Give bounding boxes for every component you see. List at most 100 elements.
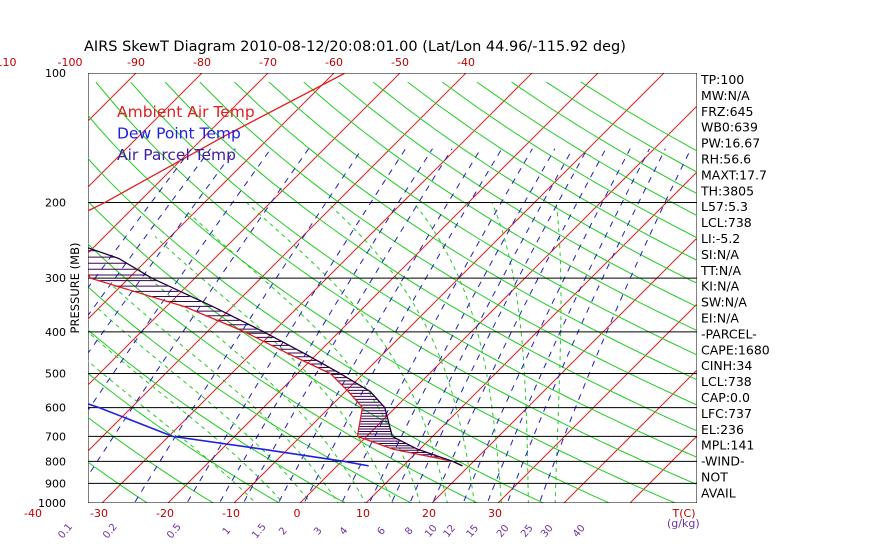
- cape-shading: [88, 250, 452, 462]
- legend: Ambient Air Temp Dew Point Temp Air Parcel…: [117, 103, 255, 164]
- mixing-ratio-line: [368, 148, 556, 503]
- dry-adiabat: [88, 243, 479, 503]
- dry-adiabat: [88, 372, 281, 503]
- dry-adiabat: [88, 114, 677, 503]
- pressure-tick-label: 800: [45, 455, 66, 468]
- moist-adiabat: [88, 360, 257, 503]
- dry-adiabat: [338, 81, 697, 308]
- isotherm: [563, 369, 697, 503]
- mixing-ratio-tick-label: 1: [221, 525, 234, 537]
- dry-adiabat: [88, 157, 611, 503]
- moist-adiabat: [327, 202, 475, 503]
- index-entry: MPL:141: [701, 438, 754, 453]
- pressure-tick-label: 500: [45, 368, 66, 381]
- index-entry: -WIND-: [701, 454, 745, 469]
- moist-adiabat: [110, 283, 339, 503]
- mixing-ratio-tick-label: 0.5: [165, 522, 184, 541]
- bottom-temp-tick-label: 20: [422, 507, 436, 520]
- dry-adiabat: [303, 81, 697, 332]
- mixing-ratio-line: [486, 148, 650, 503]
- index-entry: CAPE:1680: [701, 342, 770, 357]
- pressure-tick-label: 1000: [38, 497, 66, 510]
- pressure-tick-label: 200: [45, 196, 66, 209]
- moist-adiabat: [154, 236, 394, 503]
- index-entry: EL:236: [701, 422, 744, 437]
- moist-adiabat: [554, 202, 562, 503]
- dry-adiabat: [407, 81, 697, 261]
- dry-adiabat: [88, 200, 545, 503]
- isotherm: [167, 73, 599, 503]
- index-entry: FRZ:645: [701, 104, 754, 119]
- dewpoint-line: [88, 403, 369, 467]
- mixing-ratio-tick-label: 4: [338, 525, 351, 537]
- index-entry: SI:N/A: [701, 247, 739, 262]
- index-entry: EI:N/A: [701, 311, 739, 326]
- index-entry: TT:N/A: [700, 263, 741, 278]
- mixing-ratio-tick-label: 12: [442, 523, 459, 540]
- top-temp-tick-label: -50: [391, 56, 409, 69]
- mixing-ratio-line: [88, 148, 236, 355]
- isotherm: [233, 73, 665, 503]
- dry-adiabat: [268, 81, 697, 356]
- mixing-ratio-tick-label: 2: [277, 525, 290, 537]
- dry-adiabat: [88, 461, 149, 503]
- index-entry: TP:100: [700, 72, 744, 87]
- bottom-temp-tick-label: -20: [156, 507, 174, 520]
- mixing-ratio-tick-label: 0.2: [101, 522, 120, 541]
- index-entry: L57:5.3: [701, 199, 748, 214]
- legend-entry: Ambient Air Temp: [117, 103, 255, 121]
- top-temp-tick-label: -110: [0, 56, 16, 69]
- isotherm: [88, 73, 335, 320]
- index-entry: PW:16.67: [701, 136, 760, 151]
- sounding-lines: [88, 73, 463, 467]
- axis-labels: 1002003004005006007008009001000PRESSURE …: [0, 56, 700, 541]
- isotherm: [497, 303, 697, 503]
- dry-adiabat: [199, 81, 697, 406]
- bottom-temp-tick-label: -10: [222, 507, 240, 520]
- bottom-temp-tick-label: 10: [356, 507, 370, 520]
- index-entry: MAXT:17.7: [701, 167, 767, 182]
- dry-adiabat: [88, 286, 413, 503]
- isotherm: [88, 73, 401, 386]
- dry-adiabat: [372, 81, 697, 284]
- index-list: TP:100MW:N/AFRZ:645WB0:639PW:16.67RH:56.…: [700, 72, 770, 500]
- index-entry: LFC:737: [701, 406, 752, 421]
- mixing-ratio-line: [303, 148, 503, 503]
- index-entry: RH:56.6: [701, 152, 751, 167]
- mixing-ratio-tick-label: 3: [312, 525, 325, 537]
- top-temp-tick-label: -70: [259, 56, 277, 69]
- temp-unit-label: T(C): [672, 507, 696, 520]
- index-entry: LI:-5.2: [701, 231, 740, 246]
- index-entry: LCL:738: [701, 374, 752, 389]
- legend-entry: Dew Point Temp: [117, 125, 241, 143]
- dry-adiabat: [88, 329, 347, 503]
- mixing-ratio-tick-label: 20: [495, 523, 512, 540]
- isotherm: [88, 73, 467, 452]
- mixing-ratio-line: [538, 148, 692, 503]
- index-entry: NOT: [701, 470, 728, 485]
- mixing-ratio-tick-label: 25: [519, 523, 536, 540]
- mixing-ratio-line: [506, 148, 666, 503]
- top-temp-tick-label: -80: [193, 56, 211, 69]
- mixing-ratio-tick-label: 30: [539, 523, 556, 540]
- mixing-ratio-tick-label: 8: [403, 525, 416, 537]
- mixing-ratio-tick-label: 0.1: [56, 522, 75, 541]
- mixing-ratio-line: [88, 148, 192, 289]
- mixing-ratio-line: [88, 148, 310, 477]
- top-temp-tick-label: -90: [127, 56, 145, 69]
- index-entry: MW:N/A: [701, 88, 750, 103]
- mixing-ratio-tick-label: 40: [571, 523, 588, 540]
- mixing-ratio-tick-label: 15: [465, 523, 482, 540]
- chart-title: AIRS SkewT Diagram 2010-08-12/20:08:01.0…: [84, 39, 626, 55]
- bottom-temp-tick-label: -40: [24, 507, 42, 520]
- pressure-tick-label: 100: [45, 67, 66, 80]
- index-entry: CAP:0.0: [701, 390, 750, 405]
- diagram-grid: [0, 73, 697, 503]
- isotherm: [88, 73, 269, 254]
- moist-adiabat: [134, 264, 366, 503]
- isotherm: [0, 73, 4, 503]
- isotherm: [88, 73, 203, 188]
- moist-adiabat: [491, 202, 529, 503]
- mixing-ratio-line: [277, 148, 482, 503]
